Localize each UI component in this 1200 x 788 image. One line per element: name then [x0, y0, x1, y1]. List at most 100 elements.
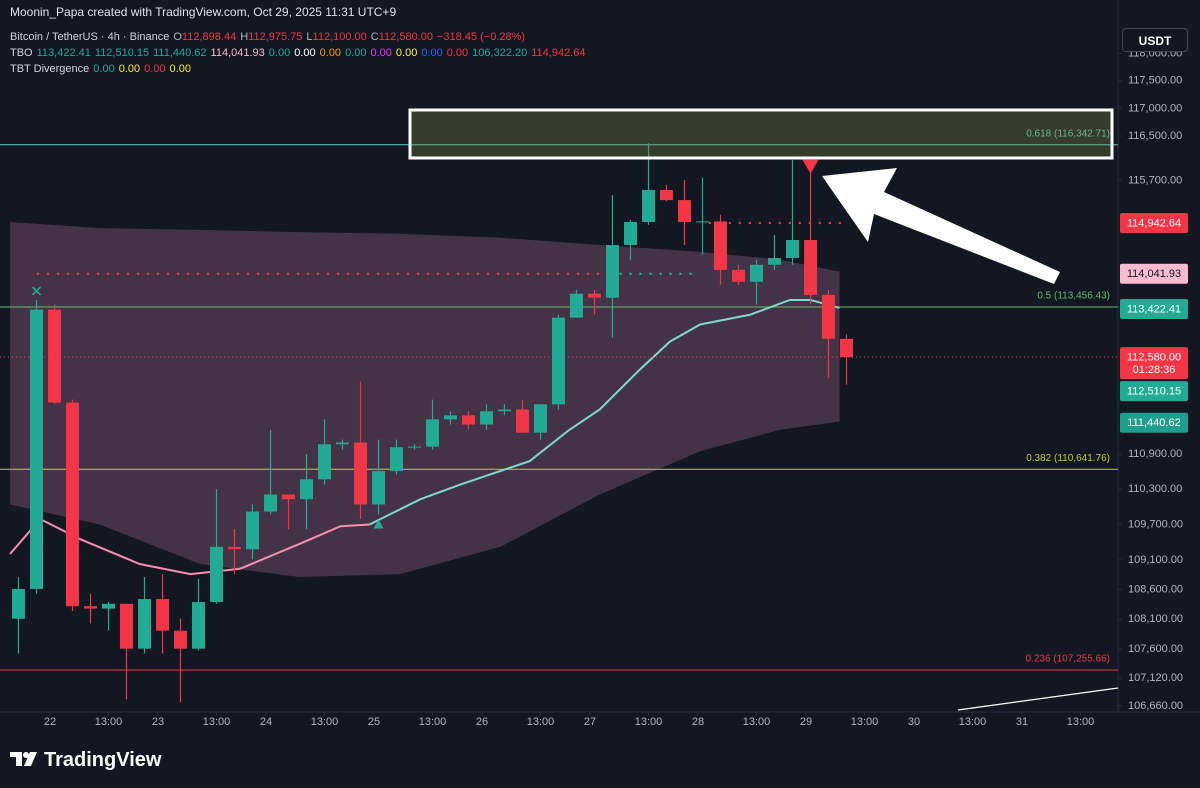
x-tick-label: 13:00	[851, 716, 879, 728]
price-tag	[1120, 347, 1188, 380]
indicator-value: 0.00	[144, 63, 166, 75]
ohlc-key: L	[306, 31, 313, 43]
ohlc-key: C	[370, 31, 379, 43]
indicator-value: 0.00	[370, 47, 392, 59]
candle-body	[605, 245, 619, 298]
candle-body	[389, 447, 403, 472]
x-tick-label: 13:00	[527, 716, 555, 728]
candle-body	[480, 411, 494, 425]
signal	[373, 519, 384, 529]
x-tick-label: 28	[692, 716, 704, 728]
candle-body	[785, 239, 799, 259]
candle-body	[173, 630, 187, 649]
indicator-value: 111,440.62	[153, 47, 207, 59]
x-tick-label: 25	[368, 716, 380, 728]
y-tick-label: 117,500.00	[1128, 75, 1182, 87]
x-tick-label: 13:00	[743, 716, 771, 728]
ohlc-value: 112,898.44	[181, 31, 237, 43]
candle-body	[300, 479, 313, 500]
candle-body	[48, 309, 62, 403]
candle-body	[65, 402, 79, 607]
candle-body	[732, 269, 745, 282]
x-tick-label: 30	[908, 716, 920, 728]
x-tick-label: 13:00	[635, 716, 663, 728]
y-tick-label: 108,600.00	[1128, 583, 1183, 595]
ohlc-value: 112,100.00	[312, 31, 367, 43]
y-tick-label: 110,300.00	[1128, 483, 1182, 495]
candle-body	[192, 602, 205, 649]
price-tag	[1120, 212, 1188, 233]
zone-box	[408, 108, 1114, 160]
candle-body	[443, 415, 457, 420]
candle-body	[642, 190, 656, 222]
indicator-value: 0.00	[118, 63, 141, 75]
candle-body	[84, 606, 97, 609]
x-tick-label: 31	[1016, 716, 1028, 728]
signal	[802, 159, 819, 174]
price-tag	[1120, 263, 1188, 284]
fib-label: 0.5 (113,456.43)	[1037, 291, 1110, 302]
logo: TradingView	[44, 749, 162, 771]
indicator-row: TBT Divergence 0.00 0.00 0.00 0.00	[10, 61, 589, 77]
ohlc-key: H	[240, 31, 249, 43]
candle-body	[804, 239, 818, 295]
fib-label: 0.382 (110,641.76)	[1026, 453, 1110, 464]
price-tag	[1120, 298, 1188, 319]
candle-body	[462, 415, 475, 425]
indicator-value: 0.00	[345, 47, 367, 59]
indicator-value: 114,041.93	[210, 47, 265, 59]
indicator-value: 0.00	[319, 47, 342, 59]
indicator-value: 0.00	[294, 47, 316, 59]
candle-body	[335, 442, 349, 445]
price-tag-label: 111,440.62	[1127, 417, 1180, 429]
candle-body	[534, 404, 548, 433]
signal	[31, 286, 42, 296]
x-tick-label: 13:00	[203, 716, 231, 728]
candle-body	[497, 409, 511, 412]
candle-body	[713, 221, 727, 270]
candle-body	[624, 221, 637, 246]
price-tag	[1120, 381, 1188, 402]
price-tag-label: 112,510.15	[1127, 385, 1181, 397]
indicator-value: 0.00	[395, 47, 418, 59]
indicator-value: 0.00	[421, 47, 443, 59]
candle-body	[588, 293, 602, 298]
indicator-row: TBO 113,422.41 112,510.15 111,440.62 114,041…	[10, 45, 589, 61]
fib-label: 0.618 (116,342.71)	[1026, 128, 1110, 139]
x-tick-label: 23	[152, 716, 164, 728]
candle-body	[318, 444, 332, 480]
ohlc-value: 112,975.75	[248, 31, 303, 43]
y-tick-label: 106,660.00	[1128, 700, 1183, 712]
credit: Moonin_Papa created with TradingView.com…	[10, 5, 397, 19]
x-tick-label: 29	[800, 716, 812, 728]
candle-body	[839, 338, 853, 358]
indicator-value: 0.00	[169, 63, 191, 75]
band-area	[10, 221, 840, 578]
x-tick-label: 22	[44, 716, 56, 728]
price-tag-label: 112,580.00	[1127, 351, 1181, 363]
arrow	[822, 168, 1060, 284]
candle-body	[516, 409, 529, 433]
drawings	[408, 108, 1119, 711]
x-tick-label: 26	[476, 716, 488, 728]
price-tag-label: 113,422.41	[1127, 303, 1181, 315]
candle-body	[659, 190, 673, 201]
indicator-value: 114,942.64	[531, 47, 586, 59]
candle-body	[138, 599, 151, 649]
price-tag	[1120, 412, 1188, 433]
indicator-name: TBO	[10, 47, 33, 59]
indicator-value: 113,422.41	[36, 47, 91, 59]
trend-line	[957, 687, 1119, 711]
ohlc-value: 112,580.00	[378, 31, 433, 43]
currency-button[interactable]: USDT	[1122, 28, 1188, 52]
candle-body	[696, 221, 710, 223]
candle-body	[102, 603, 116, 609]
y-tick-label: 107,600.00	[1128, 643, 1183, 655]
ohlc-key: O	[173, 31, 182, 43]
indicator-value: 106,322.20	[472, 47, 528, 59]
y-tick-label: 110,900.00	[1128, 448, 1182, 460]
candle-body	[750, 264, 764, 282]
candle-body	[246, 511, 259, 550]
candle-body	[30, 309, 43, 589]
